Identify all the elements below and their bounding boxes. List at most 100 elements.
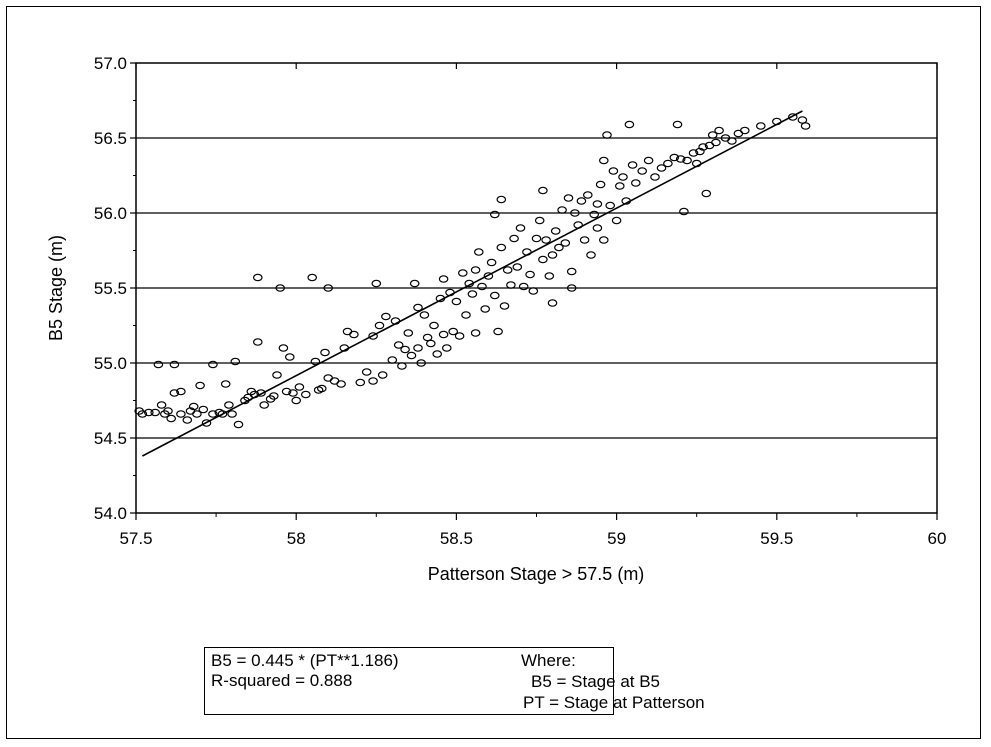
data-point (755, 122, 766, 130)
equation-box: B5 = 0.445 * (PT**1.186) R-squared = 0.8… (204, 647, 705, 715)
data-point (656, 164, 667, 172)
data-point (538, 186, 548, 195)
x-tick-label: 59 (607, 529, 626, 548)
y-tick-label: 56.5 (94, 129, 127, 148)
data-point (268, 392, 279, 400)
data-point (800, 122, 811, 130)
data-point (570, 209, 580, 217)
data-point (182, 416, 193, 424)
x-tick-label: 57.5 (119, 529, 152, 548)
trendline-group (142, 110, 803, 457)
data-point (630, 179, 641, 187)
data-point (153, 360, 164, 369)
data-point (512, 263, 523, 271)
data-point (499, 302, 510, 310)
data-point (534, 216, 545, 225)
data-point (477, 282, 487, 291)
data-point (787, 113, 798, 121)
equation-text: B5 = 0.445 * (PT**1.186) (211, 651, 399, 670)
data-point (566, 284, 577, 292)
data-point (307, 273, 317, 282)
data-point (679, 207, 689, 216)
data-point (611, 216, 622, 225)
y-tick-label: 57.0 (94, 54, 127, 73)
data-point (525, 270, 535, 279)
data-point (397, 362, 407, 370)
data-point (256, 389, 266, 397)
data-point (467, 290, 478, 298)
data-point (643, 156, 654, 165)
data-point (198, 405, 209, 414)
data-point (416, 359, 426, 367)
data-point (550, 227, 561, 235)
data-point (336, 380, 346, 388)
data-point (544, 272, 555, 280)
data-point (627, 161, 638, 169)
data-point (377, 371, 388, 379)
data-point (663, 159, 673, 168)
data-point (470, 266, 481, 274)
data-point (560, 239, 571, 247)
data-point (701, 189, 712, 198)
data-point (493, 327, 503, 336)
data-point (291, 396, 301, 405)
data-point (695, 147, 705, 156)
y-tick-label: 54.0 (94, 504, 127, 523)
data-point (288, 389, 298, 397)
data-point (650, 173, 660, 181)
data-point (400, 345, 410, 354)
data-point (592, 224, 603, 232)
tick-labels: 54.0 54.5 55.0 55.5 56.0 56.5 57.0 57.5 58 58.5 59… (94, 54, 947, 548)
data-point (201, 419, 212, 427)
data-point (518, 282, 529, 291)
data-point (461, 311, 471, 319)
chart-frame (6, 6, 981, 739)
data-point (188, 402, 199, 411)
data-point (614, 182, 625, 190)
data-point (387, 356, 398, 364)
x-tick-label: 58 (287, 529, 306, 548)
data-point (144, 408, 154, 417)
data-point (688, 149, 699, 157)
data-point (473, 248, 484, 256)
trendline (142, 110, 803, 457)
data-point (169, 360, 180, 369)
data-point (403, 329, 414, 337)
y-tick-label: 55.5 (94, 279, 127, 298)
data-point (531, 234, 542, 243)
data-point (275, 284, 285, 292)
data-point (595, 180, 606, 189)
data-point (259, 401, 269, 409)
data-point (557, 206, 567, 214)
data-point (470, 329, 481, 337)
axis-ticks (130, 62, 938, 520)
y-tick-label: 54.5 (94, 429, 127, 448)
data-point (538, 255, 548, 264)
r-squared-text: R-squared = 0.888 (211, 671, 353, 690)
data-point (368, 332, 378, 340)
data-point (230, 357, 241, 366)
data-point (502, 266, 513, 274)
data-point (371, 279, 382, 288)
data-point (208, 410, 218, 418)
data-point (554, 243, 564, 252)
data-point (605, 201, 615, 210)
data-point (711, 138, 721, 147)
data-point (156, 401, 167, 409)
data-point (150, 408, 160, 417)
data-point (252, 273, 263, 282)
data-point (432, 350, 442, 358)
data-point (294, 383, 305, 391)
data-point (208, 360, 218, 369)
data-point (176, 387, 186, 396)
data-point (637, 167, 647, 175)
data-point (137, 410, 148, 418)
data-point (163, 407, 173, 415)
x-tick-label: 59.5 (760, 529, 793, 548)
data-point (579, 236, 590, 244)
data-point (233, 420, 244, 429)
data-point (227, 410, 237, 418)
x-tick-label: 60 (928, 529, 947, 548)
data-point (528, 287, 539, 295)
data-point (457, 269, 468, 277)
